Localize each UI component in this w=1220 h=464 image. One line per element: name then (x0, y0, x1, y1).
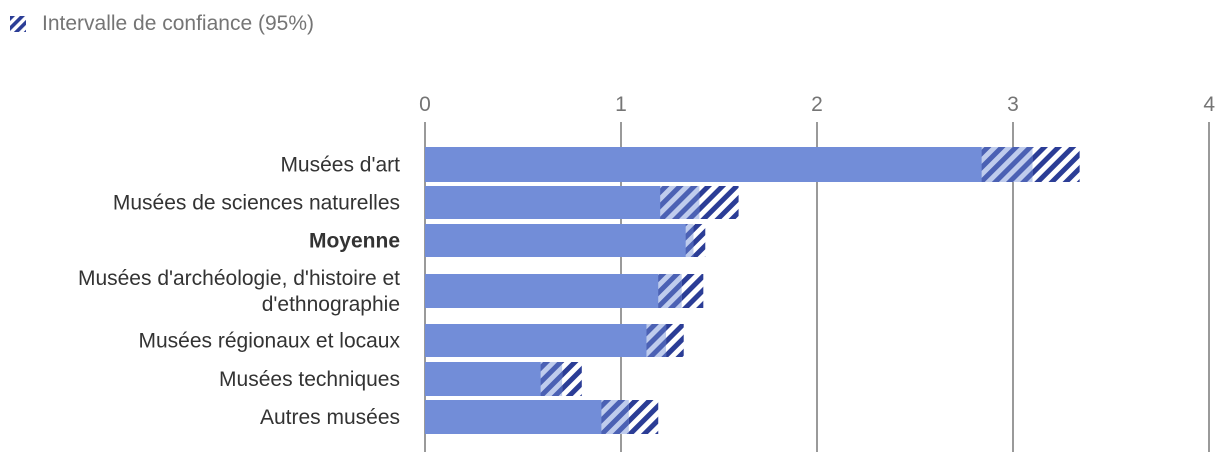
x-tick-label: 3 (1007, 93, 1019, 116)
x-tick-label: 0 (419, 93, 431, 116)
bar (425, 186, 700, 219)
category-label: Musées techniques (219, 368, 400, 391)
bar (425, 324, 667, 357)
ci-lower-segment (660, 186, 700, 219)
category-label: Musées de sciences naturelles (113, 192, 400, 215)
legend-label: Intervalle de confiance (95%) (42, 12, 314, 35)
ci-lower-segment (685, 224, 694, 257)
bars (425, 147, 1080, 434)
ci-upper-segment (681, 274, 704, 308)
legend: Intervalle de confiance (95%) (10, 12, 314, 36)
ci-lower-segment (658, 274, 682, 308)
legend-hatch-swatch-icon (10, 16, 26, 32)
ci-lower-segment (646, 324, 667, 357)
ci-lower-segment (540, 362, 563, 396)
bar (425, 224, 694, 257)
x-tick-label: 2 (811, 93, 823, 116)
category-label: d'ethnographie (262, 293, 400, 316)
ci-upper-segment (562, 362, 582, 396)
category-label: Moyenne (309, 230, 400, 253)
x-tick-label: 1 (615, 93, 627, 116)
x-tick-label: 4 (1203, 93, 1215, 116)
bar (425, 274, 682, 308)
ci-upper-segment (693, 224, 706, 257)
category-label: Musées régionaux et locaux (139, 330, 401, 353)
category-labels: Musées d'art Musées de sciences naturelle… (78, 154, 401, 430)
ci-upper-segment (628, 400, 659, 434)
bar (425, 362, 563, 396)
ci-upper-segment (1032, 147, 1080, 182)
bar (425, 147, 1033, 182)
x-axis-ticks: 0 1 2 3 4 (419, 93, 1215, 116)
category-label: Musées d'art (280, 154, 400, 177)
ci-upper-segment (699, 186, 739, 219)
category-label: Autres musées (260, 406, 400, 429)
ci-lower-segment (601, 400, 629, 434)
ci-lower-segment (981, 147, 1033, 182)
ci-upper-segment (666, 324, 684, 357)
category-label: Musées d'archéologie, d'histoire et (78, 267, 400, 290)
bar (425, 400, 629, 434)
